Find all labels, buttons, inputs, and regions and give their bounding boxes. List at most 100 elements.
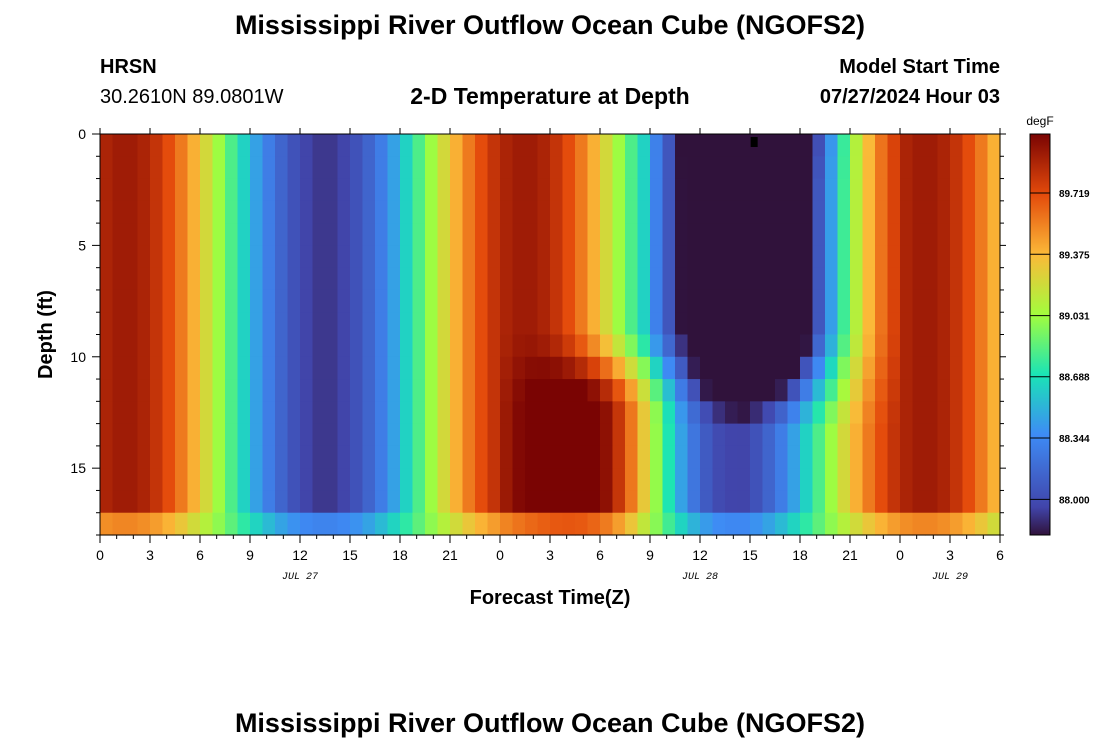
heatmap-cell [925,289,939,313]
heatmap-cell [687,200,701,224]
heatmap-cell [800,223,814,246]
heatmap-cell [350,512,364,536]
model-start-label: Model Start Time [839,56,1000,78]
heatmap-cell [762,334,776,358]
heatmap-cell [225,200,239,224]
heatmap-cell [262,312,276,336]
heatmap-cell [712,356,726,380]
heatmap-cell [787,178,801,202]
heatmap-cell [762,512,776,536]
heatmap-cell [325,267,339,291]
heatmap-cell [387,490,401,514]
heatmap-cell [712,379,726,402]
heatmap-cell [487,156,501,180]
heatmap-cell [712,490,726,514]
heatmap-cell [750,356,764,380]
heatmap-cell [187,178,201,202]
heatmap-cell [112,134,126,157]
heatmap-cell [850,401,864,425]
heatmap-cell [287,134,301,157]
heatmap-cell [787,512,801,536]
heatmap-cell [425,200,439,224]
heatmap-cell [637,267,651,291]
heatmap-cell [150,490,164,514]
heatmap-cell [862,289,876,313]
heatmap-cell [212,312,226,336]
heatmap-cell [850,289,864,313]
heatmap-cell [787,312,801,336]
heatmap-cell [687,178,701,202]
heatmap-cell [350,445,364,469]
heatmap-cell [575,468,589,492]
heatmap-cell [437,156,451,180]
heatmap-cell [150,356,164,380]
heatmap-cell [212,245,226,269]
heatmap-cell [275,512,289,536]
heatmap-cell [700,223,714,246]
heatmap-cell [975,423,989,447]
heatmap-cell [725,445,739,469]
heatmap-cell [637,245,651,269]
heatmap-cell [512,379,526,402]
heatmap-cell [562,490,576,514]
heatmap-cell [450,223,464,246]
heatmap-cell [887,156,901,180]
heatmap-cell [112,334,126,358]
heatmap-cell [387,356,401,380]
heatmap-cell [575,379,589,402]
heatmap-cell [700,379,714,402]
heatmap-cell [237,423,251,447]
heatmap-cell [575,356,589,380]
heatmap-cell [312,156,326,180]
heatmap-cell [662,490,676,514]
heatmap-cell [150,245,164,269]
heatmap-cell [475,334,489,358]
heatmap-cell [912,356,926,380]
heatmap-cell [250,312,264,336]
heatmap-cell [137,490,151,514]
heatmap-cell [112,178,126,202]
heatmap-cell [187,289,201,313]
heatmap-cell [412,289,426,313]
heatmap-cell [200,379,214,402]
heatmap-cell [187,490,201,514]
heatmap-cell [400,223,414,246]
heatmap-cell [100,356,114,380]
heatmap-cell [737,156,751,180]
heatmap-cell [712,334,726,358]
heatmap-cell [562,178,576,202]
heatmap-cell [187,468,201,492]
heatmap-cell [250,468,264,492]
heatmap-cell [387,245,401,269]
heatmap-cell [850,356,864,380]
heatmap-cell [125,312,139,336]
heatmap-cell [812,445,826,469]
heatmap-cell [850,245,864,269]
heatmap-cell [850,334,864,358]
heatmap-cell [687,134,701,157]
heatmap-cell [950,423,964,447]
heatmap-cell [775,423,789,447]
heatmap-cell [587,334,601,358]
heatmap-cell [162,490,176,514]
heatmap-cell [637,423,651,447]
heatmap-cell [575,267,589,291]
heatmap-cell [362,245,376,269]
heatmap-cell [325,312,339,336]
heatmap-cell [675,267,689,291]
heatmap-cell [462,245,476,269]
heatmap-cell [612,178,626,202]
heatmap-cell [212,334,226,358]
heatmap-cell [637,490,651,514]
heatmap-cell [725,245,739,269]
heatmap-cell [250,356,264,380]
heatmap-cell [675,512,689,536]
heatmap-cell [937,312,951,336]
heatmap-cell [887,356,901,380]
heatmap-cell [250,134,264,157]
heatmap-cell [287,267,301,291]
heatmap-cell [212,134,226,157]
heatmap-cell [900,401,914,425]
heatmap-cell [162,223,176,246]
heatmap-cell [625,490,639,514]
